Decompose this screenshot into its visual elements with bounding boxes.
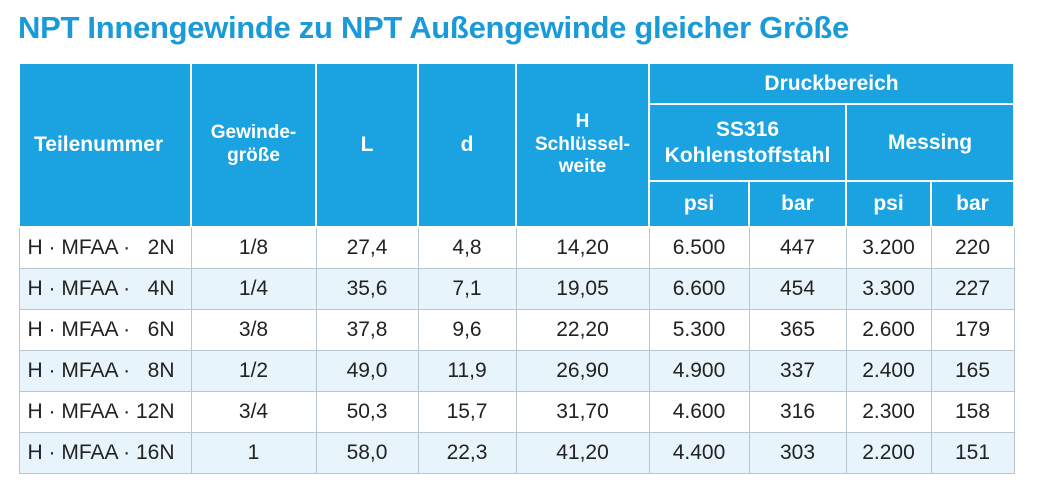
- table-cell: 1: [190, 432, 317, 474]
- table-cell: H · MFAA · 8N: [18, 350, 192, 392]
- table-row: H · MFAA · 16N 1 58,0 22,3 41,20 4.400 303 2.20…: [18, 432, 1015, 474]
- table-cell: 22,3: [417, 432, 517, 474]
- table-cell: 5.300: [648, 309, 750, 351]
- table-cell: 6.500: [648, 226, 750, 269]
- table-cell: 22,20: [515, 309, 650, 351]
- table-cell: 58,0: [315, 432, 419, 474]
- table-cell: 337: [748, 350, 847, 392]
- table-cell: H · MFAA · 4N: [18, 268, 192, 310]
- header-cell: SS316 Kohlenstoffstahl: [648, 103, 847, 182]
- header-cell: d: [417, 62, 517, 228]
- table-cell: H · MFAA · 6N: [18, 309, 192, 351]
- unit-header: psi: [648, 180, 750, 228]
- header-cell: H Schlüssel- weite: [515, 62, 650, 228]
- table-cell: 14,20: [515, 226, 650, 269]
- table-row: H · MFAA · 6N 3/8 37,8 9,6 22,20 5.300 365 2.60…: [18, 309, 1015, 351]
- table-cell: 26,90: [515, 350, 650, 392]
- table-cell: 365: [748, 309, 847, 351]
- table-cell: 27,4: [315, 226, 419, 269]
- table-cell: 3.300: [845, 268, 932, 310]
- table-cell: 31,70: [515, 391, 650, 433]
- table-cell: 227: [930, 268, 1015, 310]
- table-cell: 454: [748, 268, 847, 310]
- table-cell: H · MFAA · 2N: [18, 226, 192, 269]
- table-cell: 1/2: [190, 350, 317, 392]
- table-cell: 2.200: [845, 432, 932, 474]
- table-cell: 165: [930, 350, 1015, 392]
- table-row: H · MFAA · 2N 1/8 27,4 4,8 14,20 6.500 447 3.20…: [18, 226, 1015, 269]
- table-cell: 3/8: [190, 309, 317, 351]
- header-cell: Messing: [844, 103, 1016, 182]
- table-cell: H · MFAA · 12N: [18, 391, 192, 433]
- spec-table: Teilenummer Gewinde- größe L d H Schlüss…: [18, 62, 1016, 474]
- unit-header: bar: [748, 180, 847, 228]
- title: NPT Innengewinde zu NPT Außengewinde gle…: [18, 10, 849, 45]
- header-cell: Teilenummer: [18, 62, 192, 228]
- header-cell: L: [315, 62, 419, 228]
- table-cell: 4.600: [648, 391, 750, 433]
- table-cell: 2.300: [845, 391, 932, 433]
- table-cell: 19,05: [515, 268, 650, 310]
- table-cell: 316: [748, 391, 847, 433]
- table-cell: 49,0: [315, 350, 419, 392]
- table-cell: 4.400: [648, 432, 750, 474]
- table-cell: 220: [930, 226, 1015, 269]
- table-cell: 41,20: [515, 432, 650, 474]
- unit-header: psi: [845, 180, 932, 228]
- table-row: H · MFAA · 4N 1/4 35,6 7,1 19,05 6.600 454 3.30…: [18, 268, 1015, 310]
- table-row: H · MFAA · 8N 1/2 49,0 11,9 26,90 4.900 337 2.4…: [18, 350, 1015, 392]
- table-cell: 15,7: [417, 391, 517, 433]
- table-cell: 37,8: [315, 309, 419, 351]
- table-cell: 11,9: [417, 350, 517, 392]
- table-cell: 179: [930, 309, 1015, 351]
- table-cell: 2.600: [845, 309, 932, 351]
- table-cell: 151: [930, 432, 1015, 474]
- header-cell: Gewinde- größe: [190, 62, 317, 228]
- table-cell: 6.600: [648, 268, 750, 310]
- table-cell: 2.400: [845, 350, 932, 392]
- unit-header: bar: [929, 180, 1016, 228]
- table-row: H · MFAA · 12N 3/4 50,3 15,7 31,70 4.600 316 2.…: [18, 391, 1015, 433]
- table-cell: 35,6: [315, 268, 419, 310]
- table-cell: 3.200: [845, 226, 932, 269]
- table-cell: 158: [930, 391, 1015, 433]
- table-cell: 303: [748, 432, 847, 474]
- table-cell: 1/8: [190, 226, 317, 269]
- table-cell: 9,6: [417, 309, 517, 351]
- table-cell: 7,1: [417, 268, 517, 310]
- table-cell: 3/4: [190, 391, 317, 433]
- table-cell: 447: [748, 226, 847, 269]
- table-cell: 50,3: [315, 391, 419, 433]
- table-cell: 4.900: [648, 350, 750, 392]
- table-cell: 4,8: [417, 226, 517, 269]
- header-cell: Druckbereich: [647, 62, 1016, 105]
- table-cell: H · MFAA · 16N: [18, 432, 192, 474]
- table-cell: 1/4: [190, 268, 317, 310]
